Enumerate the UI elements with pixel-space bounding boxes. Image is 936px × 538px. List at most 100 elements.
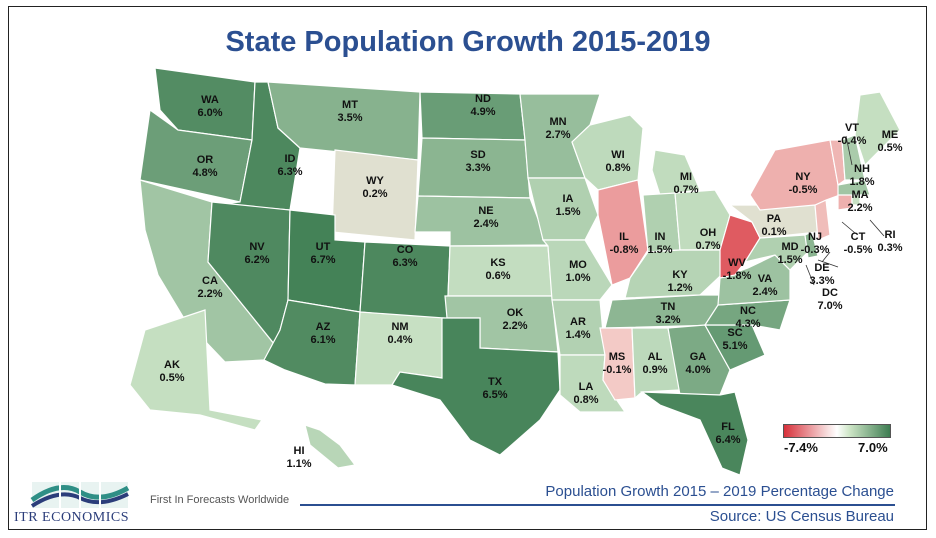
state-value-mn: 2.7% bbox=[545, 129, 570, 141]
state-code-dc: DC bbox=[822, 287, 838, 299]
state-value-mi: 0.7% bbox=[673, 184, 698, 196]
state-code-ia: IA bbox=[563, 193, 574, 205]
state-value-de: 3.3% bbox=[809, 275, 834, 287]
logo-waves-icon bbox=[30, 482, 130, 508]
state-wy bbox=[331, 149, 419, 241]
state-code-nm: NM bbox=[391, 321, 408, 333]
legend-max-label: 7.0% bbox=[858, 440, 888, 455]
map-caption: Population Growth 2015 – 2019 Percentage… bbox=[545, 483, 894, 500]
state-code-sd: SD bbox=[470, 149, 485, 161]
state-value-az: 6.1% bbox=[310, 334, 335, 346]
state-code-ny: NY bbox=[795, 171, 811, 183]
state-code-ar: AR bbox=[570, 316, 586, 328]
state-value-nm: 0.4% bbox=[387, 334, 412, 346]
page-title: State Population Growth 2015-2019 bbox=[225, 26, 711, 58]
state-code-wi: WI bbox=[611, 149, 624, 161]
state-code-wa: WA bbox=[201, 94, 219, 106]
state-code-ri: RI bbox=[885, 229, 896, 241]
state-code-ky: KY bbox=[672, 269, 688, 281]
state-code-nj: NJ bbox=[808, 231, 822, 243]
legend-gradient-bar bbox=[783, 424, 891, 438]
state-value-nh: 1.8% bbox=[849, 176, 874, 188]
state-ny bbox=[749, 139, 841, 211]
state-code-ak: AK bbox=[164, 359, 180, 371]
state-code-tx: TX bbox=[488, 376, 503, 388]
state-al bbox=[631, 327, 681, 400]
state-code-va: VA bbox=[758, 273, 773, 285]
footer-divider bbox=[300, 504, 895, 506]
state-code-md: MD bbox=[781, 241, 798, 253]
state-value-nj: -0.3% bbox=[801, 244, 830, 256]
state-value-nc: 4.3% bbox=[735, 318, 760, 330]
state-value-sc: 5.1% bbox=[722, 340, 747, 352]
state-value-ny: -0.5% bbox=[789, 184, 818, 196]
state-value-ca: 2.2% bbox=[197, 288, 222, 300]
state-value-ri: 0.3% bbox=[877, 242, 902, 254]
state-value-id: 6.3% bbox=[277, 166, 302, 178]
state-value-wy: 0.2% bbox=[362, 188, 387, 200]
state-value-nv: 6.2% bbox=[244, 254, 269, 266]
state-ak bbox=[129, 309, 264, 431]
state-code-mt: MT bbox=[342, 99, 358, 111]
state-code-ok: OK bbox=[507, 307, 524, 319]
state-code-oh: OH bbox=[700, 227, 717, 239]
state-code-ne: NE bbox=[478, 205, 493, 217]
state-ma bbox=[837, 179, 871, 196]
state-code-nc: NC bbox=[740, 305, 756, 317]
source-note: Source: US Census Bureau bbox=[709, 508, 894, 525]
state-value-co: 6.3% bbox=[392, 257, 417, 269]
state-value-pa: 0.1% bbox=[761, 226, 786, 238]
state-value-va: 2.4% bbox=[752, 286, 777, 298]
state-code-ms: MS bbox=[609, 351, 626, 363]
state-value-tn: 3.2% bbox=[655, 314, 680, 326]
state-code-mo: MO bbox=[569, 259, 587, 271]
state-fl bbox=[640, 391, 749, 476]
state-code-in: IN bbox=[655, 231, 666, 243]
state-code-ks: KS bbox=[490, 257, 505, 269]
state-value-wa: 6.0% bbox=[197, 107, 222, 119]
state-hi bbox=[304, 424, 357, 469]
state-code-nh: NH bbox=[854, 163, 870, 175]
state-code-ca: CA bbox=[202, 275, 218, 287]
state-code-sc: SC bbox=[727, 327, 742, 339]
tagline: First In Forecasts Worldwide bbox=[150, 494, 290, 506]
itr-logo bbox=[20, 478, 140, 526]
state-value-mo: 1.0% bbox=[565, 272, 590, 284]
state-value-ms: -0.1% bbox=[603, 364, 632, 376]
state-code-az: AZ bbox=[316, 321, 331, 333]
state-value-ne: 2.4% bbox=[473, 218, 498, 230]
state-code-or: OR bbox=[197, 154, 214, 166]
state-tx bbox=[391, 317, 561, 456]
state-code-mi: MI bbox=[680, 171, 692, 183]
state-value-ut: 6.7% bbox=[310, 254, 335, 266]
state-value-ga: 4.0% bbox=[685, 364, 710, 376]
state-code-ct: CT bbox=[851, 231, 866, 243]
state-value-ok: 2.2% bbox=[502, 320, 527, 332]
state-code-ga: GA bbox=[690, 351, 707, 363]
state-code-wy: WY bbox=[366, 175, 384, 187]
state-value-vt: -0.4% bbox=[838, 135, 867, 147]
state-value-hi: 1.1% bbox=[286, 458, 311, 470]
state-value-wi: 0.8% bbox=[605, 162, 630, 174]
state-code-hi: HI bbox=[294, 445, 305, 457]
state-value-nd: 4.9% bbox=[470, 106, 495, 118]
state-value-wv: -1.8% bbox=[723, 270, 752, 282]
state-code-vt: VT bbox=[845, 122, 859, 134]
state-code-co: CO bbox=[397, 244, 414, 256]
state-code-fl: FL bbox=[721, 421, 735, 433]
state-value-oh: 0.7% bbox=[695, 240, 720, 252]
state-nc bbox=[703, 299, 791, 331]
state-code-nd: ND bbox=[475, 93, 491, 105]
state-code-ut: UT bbox=[316, 241, 331, 253]
state-value-il: -0.8% bbox=[610, 244, 639, 256]
state-value-ma: 2.2% bbox=[847, 202, 872, 214]
state-code-nv: NV bbox=[249, 241, 265, 253]
state-ia bbox=[527, 177, 599, 241]
state-value-me: 0.5% bbox=[877, 142, 902, 154]
state-code-me: ME bbox=[882, 129, 899, 141]
state-code-la: LA bbox=[579, 381, 594, 393]
state-value-al: 0.9% bbox=[642, 364, 667, 376]
state-code-mn: MN bbox=[549, 116, 566, 128]
state-code-al: AL bbox=[648, 351, 663, 363]
